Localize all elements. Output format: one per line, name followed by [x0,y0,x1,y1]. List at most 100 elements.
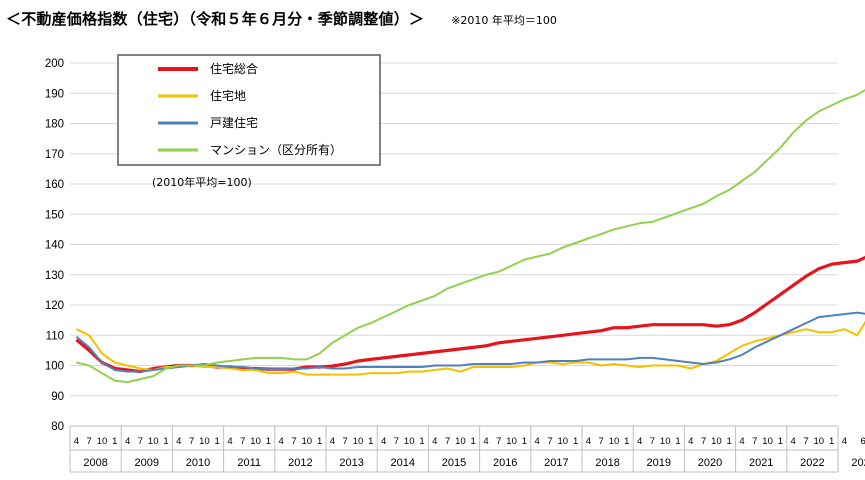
month-tick-label: 1 [215,436,220,447]
month-tick-label: 10 [97,436,108,447]
month-tick-label: 7 [650,436,655,447]
month-tick-label: 1 [163,436,168,447]
month-tick-label: 10 [660,436,671,447]
y-tick-label: 180 [45,119,64,131]
y-tick-label: 160 [45,179,64,191]
month-tick-label: 7 [240,436,245,447]
month-tick-label: 4 [637,436,642,447]
y-tick-label: 90 [51,391,64,403]
month-tick-label: 7 [752,436,757,447]
month-tick-label: 1 [778,436,783,447]
month-tick-label: 4 [842,436,847,447]
month-tick-label: 1 [112,436,117,447]
year-label: 2015 [442,457,466,469]
y-axis-labels: 80 90 100 110 120 130 140 150 160 170 180 190 200 [45,58,64,433]
legend-label-1: 住宅地 [210,88,246,103]
month-tick-label: 7 [343,436,348,447]
month-tick-label: 1 [317,436,322,447]
month-tick-label: 7 [701,436,706,447]
series-line-0 [75,255,865,374]
month-tick-label: 4 [74,436,79,447]
month-tick-label: 10 [404,436,415,447]
month-tick-label: 10 [250,436,261,447]
month-tick-label: 4 [227,436,232,447]
legend-box [117,54,381,166]
month-tick-label: 4 [688,436,693,447]
series-line-1 [75,320,865,376]
month-tick-label: 1 [522,436,527,447]
month-tick-label: 10 [814,436,825,447]
month-tick-label: 7 [87,436,92,447]
year-label: 2016 [493,457,517,469]
month-tick-label: 1 [675,436,680,447]
month-tick-label: 10 [148,436,159,447]
y-tick-label: 110 [46,330,64,342]
y-tick-label: 100 [45,361,64,373]
year-label: 2018 [595,457,619,469]
year-label: 2012 [288,457,312,469]
month-tick-label: 4 [176,436,181,447]
month-tick-label: 7 [394,436,399,447]
y-tick-label: 200 [45,58,64,70]
month-tick-label: 4 [586,436,591,447]
month-tick-label: 4 [330,436,335,447]
month-tick-label: 1 [266,436,271,447]
month-tick-label: 4 [381,436,386,447]
month-tick-label: 1 [727,436,732,447]
year-label: 2011 [237,457,261,469]
title-row: ＜不動産価格指数（住宅）（令和５年６月分・季節調整値）＞ ※2010 年平均＝1… [6,8,856,32]
month-tick-label: 10 [609,436,620,447]
legend-label-2: 戸建住宅 [210,115,258,130]
month-tick-label: 7 [189,436,194,447]
year-label: 2014 [391,457,415,469]
month-tick-label: 1 [624,436,629,447]
month-tick-label: 1 [368,436,373,447]
y-tick-label: 140 [45,240,64,252]
month-tick-label: 4 [483,436,488,447]
month-tick-label: 7 [138,436,143,447]
series-line-2 [75,311,865,373]
y-tick-label: 130 [45,270,64,282]
month-tick-label: 7 [803,436,808,447]
year-label: 2023 [851,457,865,469]
month-tick-label: 4 [279,436,284,447]
year-label: 2013 [339,457,363,469]
month-tick-label: 7 [291,436,296,447]
month-tick-label: 1 [471,436,476,447]
month-tick-label: 10 [711,436,722,447]
page-title: ＜不動産価格指数（住宅）（令和５年６月分・季節調整値）＞ [6,10,425,28]
y-tick-label: 170 [45,149,64,161]
year-label: 2022 [800,457,824,469]
base-year-note: (2010年平均=100) [152,175,252,189]
year-label: 2009 [135,457,159,469]
month-tick-label: 4 [125,436,130,447]
y-tick-label: 120 [45,300,64,312]
month-tick-label: 10 [199,436,210,447]
month-tick-label: 10 [558,436,569,447]
series-line-3 [76,88,865,384]
year-label: 2019 [647,457,671,469]
month-tick-label: 4 [791,436,796,447]
month-tick-label: 1 [573,436,578,447]
month-tick-label: 10 [455,436,466,447]
month-tick-label: 1 [419,436,424,447]
month-tick-label: 10 [762,436,773,447]
month-tick-label: 6 [861,436,865,447]
month-tick-label: 4 [739,436,744,447]
year-label: 2017 [544,457,568,469]
month-tick-label: 7 [496,436,501,447]
year-label: 2010 [186,457,210,469]
month-tick-label: 7 [445,436,450,447]
month-tick-label: 10 [302,436,313,447]
year-label: 2008 [83,457,107,469]
month-tick-label: 10 [506,436,517,447]
month-tick-label: 7 [599,436,604,447]
month-tick-label: 1 [829,436,834,447]
month-tick-label: 4 [535,436,540,447]
y-tick-label: 190 [45,88,64,100]
month-tick-label: 4 [432,436,437,447]
year-label: 2021 [749,457,773,469]
